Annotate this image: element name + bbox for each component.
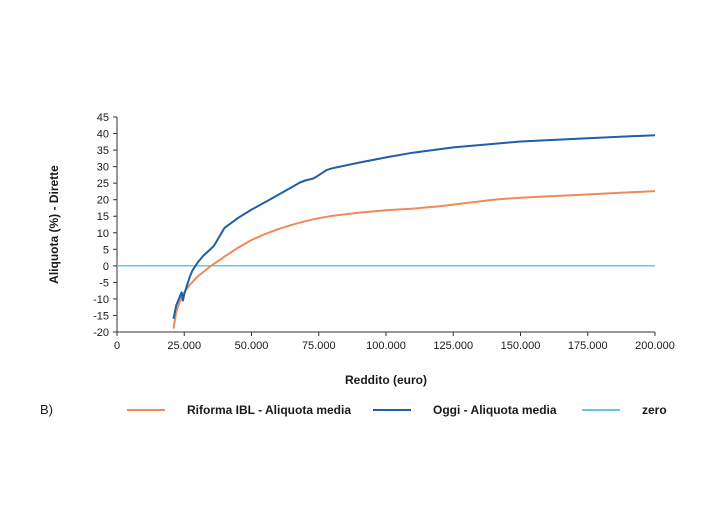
legend-item-riforma: Riforma IBL - Aliquota media — [127, 403, 351, 417]
x-tick-label: 200.000 — [635, 340, 675, 352]
series-line-riforma — [172, 190, 656, 329]
y-tick-label: 25 — [97, 178, 109, 190]
legend-item-oggi: Oggi - Aliquota media — [373, 403, 557, 417]
y-tick-label: 20 — [97, 195, 109, 207]
y-axis-title: Aliquota (%) - Dirette — [47, 165, 61, 284]
y-tick-label: 15 — [97, 211, 109, 223]
y-tick-label: -5 — [99, 277, 109, 289]
y-tick-label: -15 — [93, 310, 109, 322]
y-tick-label: -20 — [93, 327, 109, 339]
series-line-oggi — [172, 134, 656, 319]
x-tick-label: 150.000 — [501, 340, 541, 352]
legend-label-oggi: Oggi - Aliquota media — [433, 403, 557, 417]
y-tick-label: 30 — [97, 162, 109, 174]
y-tick-label: 45 — [97, 112, 109, 124]
x-axis-title: Reddito (euro) — [345, 373, 427, 387]
x-tick-label: 75.000 — [302, 340, 336, 352]
x-tick-label: 0 — [114, 340, 120, 352]
x-tick-label: 100.000 — [366, 340, 406, 352]
chart-axes: -20 -15 -10 -5 0 5 10 15 20 25 30 35 40 45 0 25.000 50.0… — [93, 112, 675, 352]
legend-swatch-oggi — [373, 409, 411, 411]
y-tick-label: -10 — [93, 294, 109, 306]
y-tick-label: 35 — [97, 145, 109, 157]
y-tick-label: 40 — [97, 129, 109, 141]
y-tick-label: 0 — [103, 261, 109, 273]
y-tick-label: 5 — [103, 244, 109, 256]
legend-swatch-riforma — [127, 409, 165, 411]
x-tick-label: 175.000 — [568, 340, 608, 352]
x-tick-label: 125.000 — [433, 340, 473, 352]
chart-plot-area — [117, 134, 656, 329]
legend-label-riforma: Riforma IBL - Aliquota media — [187, 403, 352, 417]
chart-legend: Riforma IBL - Aliquota media Oggi - Aliq… — [0, 403, 720, 423]
legend-label-zero: zero — [642, 403, 667, 417]
legend-item-zero: zero — [582, 403, 667, 417]
x-tick-label: 50.000 — [235, 340, 269, 352]
panel-label: B) — [40, 402, 53, 417]
legend-swatch-zero — [582, 409, 620, 411]
y-tick-label: 10 — [97, 228, 109, 240]
x-tick-label: 25.000 — [167, 340, 201, 352]
